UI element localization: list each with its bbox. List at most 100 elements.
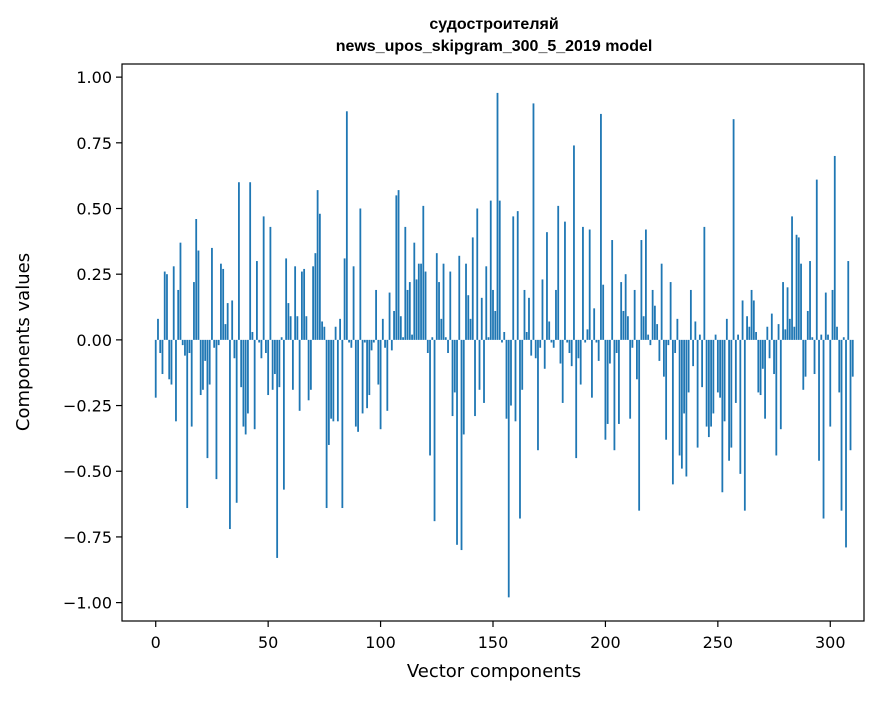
bar [242, 339, 245, 427]
bar [676, 318, 679, 340]
x-axis-label: Vector components [407, 661, 581, 682]
bar [831, 289, 834, 340]
bar [557, 205, 560, 340]
bar [723, 339, 726, 422]
bar [739, 339, 742, 474]
bar [658, 339, 661, 361]
bar [224, 324, 227, 340]
bar [469, 318, 472, 340]
bar [797, 237, 800, 340]
bar [833, 155, 836, 340]
bar [471, 237, 474, 340]
bar [298, 339, 301, 411]
bar [822, 339, 825, 519]
bar [291, 339, 294, 390]
bar [388, 292, 391, 340]
bar [350, 339, 353, 348]
bar [314, 253, 317, 340]
bar [172, 266, 175, 340]
bar [759, 339, 762, 396]
bar [327, 339, 330, 445]
bar [716, 339, 719, 393]
y-tick-label: −0.25 [63, 397, 112, 416]
bar [188, 339, 191, 354]
bar [208, 339, 211, 385]
bar [838, 339, 841, 393]
bar [582, 226, 584, 340]
bar [764, 339, 766, 419]
bar [352, 266, 355, 340]
bar [561, 339, 564, 403]
y-axis-label: Components values [13, 253, 34, 431]
bar [573, 145, 575, 340]
bar [215, 339, 218, 480]
bar [845, 339, 847, 548]
bar [795, 234, 798, 340]
bar [177, 289, 180, 340]
bar-series [154, 92, 854, 598]
bar [318, 213, 321, 340]
bar [406, 289, 409, 340]
bar [480, 297, 483, 340]
bar [786, 287, 789, 340]
y-tick-label: −0.50 [63, 462, 112, 481]
bar [422, 205, 425, 340]
bar [487, 337, 490, 340]
bar [770, 313, 773, 340]
bar [851, 339, 854, 377]
bar [359, 208, 362, 340]
bar [262, 216, 265, 340]
bar [791, 216, 793, 340]
bar [615, 339, 618, 354]
bar [847, 261, 850, 340]
bar [521, 339, 524, 390]
bar [276, 339, 279, 558]
bar [775, 339, 778, 456]
bar [186, 339, 189, 509]
bar [701, 339, 704, 388]
bar [390, 339, 393, 351]
bar [211, 247, 213, 340]
bar [555, 289, 557, 340]
bar [442, 263, 445, 340]
bar [788, 318, 791, 340]
bar [564, 221, 566, 340]
bar [541, 279, 544, 340]
bar [766, 326, 769, 340]
bar [233, 339, 236, 359]
bar [784, 329, 787, 340]
bar [710, 339, 712, 427]
bar [602, 284, 605, 340]
bar [309, 339, 312, 390]
plot-frame [121, 63, 865, 622]
bar [397, 190, 400, 340]
bar [539, 339, 542, 348]
bar [525, 331, 528, 340]
bar [199, 339, 202, 396]
bar [316, 190, 319, 340]
bar [489, 200, 492, 340]
bar [741, 300, 744, 340]
bar [827, 334, 829, 340]
bar [779, 339, 782, 430]
bar [179, 242, 182, 340]
x-tick-label: 50 [258, 633, 278, 652]
bar [271, 339, 274, 390]
bar [820, 334, 823, 340]
bar [244, 339, 247, 435]
bar [247, 339, 249, 414]
bar [494, 310, 497, 340]
bar [568, 339, 571, 354]
bar [265, 339, 267, 354]
bar [496, 92, 499, 340]
bar [449, 271, 452, 340]
bar [809, 261, 811, 340]
bar [485, 266, 488, 340]
bar [417, 263, 420, 340]
bar [426, 339, 429, 354]
bar [289, 316, 292, 340]
bar [746, 316, 748, 340]
bar [175, 339, 177, 422]
bar [510, 339, 512, 406]
chart-title-line-1: судостроителяй [429, 16, 558, 33]
